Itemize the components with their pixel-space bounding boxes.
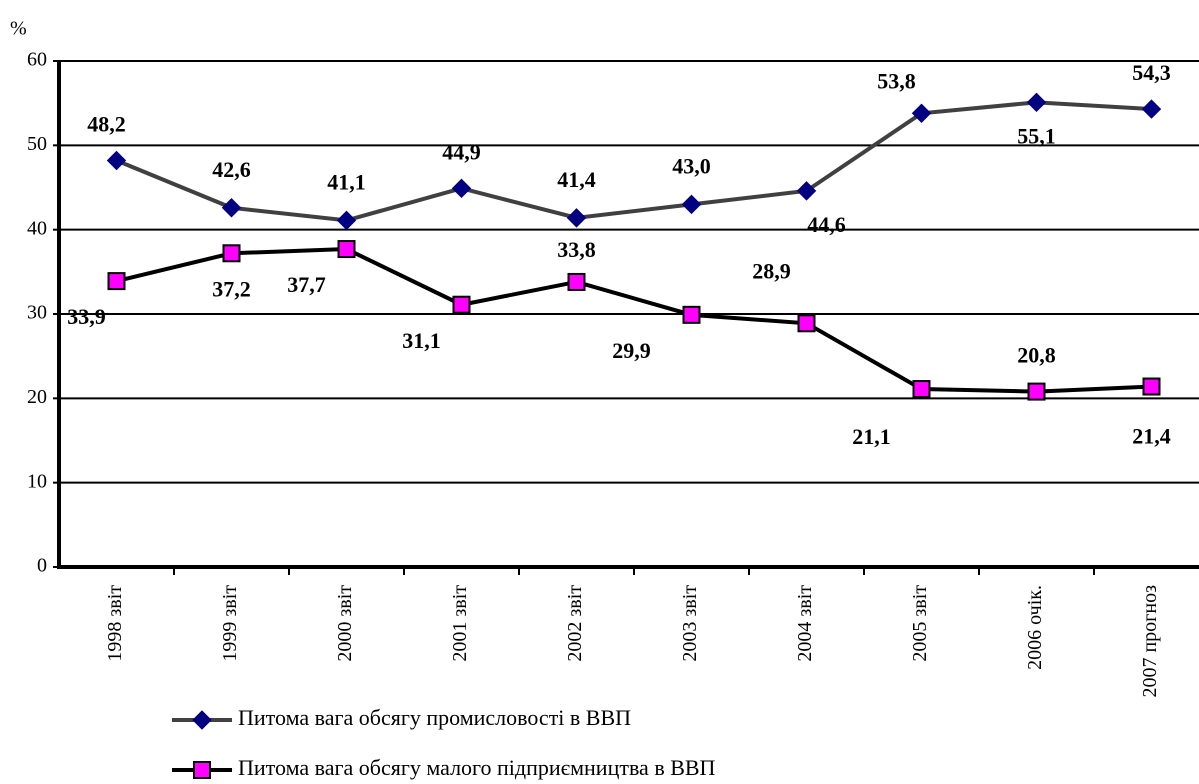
x-tick-label: 2004 звіт xyxy=(794,585,816,662)
y-axis-label: % xyxy=(10,18,27,40)
x-tick-label: 1999 звіт xyxy=(219,585,241,662)
y-tick-label: 50 xyxy=(27,133,47,155)
value-label: 41,1 xyxy=(327,169,366,194)
series-line xyxy=(116,247,1152,394)
marker xyxy=(1142,377,1161,396)
marker xyxy=(337,240,356,259)
value-label: 43,0 xyxy=(672,153,711,178)
y-tick-label: 40 xyxy=(27,217,47,239)
y-tick-label: 0 xyxy=(37,555,47,577)
marker xyxy=(912,380,931,399)
value-label: 37,7 xyxy=(287,272,326,297)
marker xyxy=(221,198,242,218)
marker xyxy=(911,103,932,123)
marker xyxy=(681,194,702,215)
value-label: 41,4 xyxy=(557,167,596,192)
x-tick-label: 1998 звіт xyxy=(104,585,126,662)
marker xyxy=(107,272,126,291)
marker xyxy=(567,272,586,291)
value-label: 21,1 xyxy=(852,424,891,449)
y-tick-label: 10 xyxy=(27,470,47,492)
value-label: 44,9 xyxy=(442,139,481,164)
marker xyxy=(1141,99,1162,119)
series-line xyxy=(115,100,1152,223)
marker xyxy=(796,181,817,201)
value-label: 53,8 xyxy=(877,68,916,93)
x-tick-label: 2007 прогноз xyxy=(1139,585,1161,698)
y-tick-label: 20 xyxy=(27,386,47,408)
value-label: 54,3 xyxy=(1132,60,1171,85)
value-label: 28,9 xyxy=(752,258,791,283)
value-label: 29,9 xyxy=(612,338,651,363)
y-tick-label: 30 xyxy=(27,302,47,324)
legend-marker xyxy=(192,710,212,730)
x-tick-label: 2003 звіт xyxy=(679,585,701,662)
value-label: 21,4 xyxy=(1132,424,1171,449)
x-tick-label: 2002 звіт xyxy=(564,585,586,662)
value-label: 42,6 xyxy=(212,157,251,182)
marker xyxy=(797,314,816,333)
marker xyxy=(1026,92,1047,113)
x-tick-label: 2000 звіт xyxy=(334,585,356,662)
value-label: 33,8 xyxy=(557,237,596,262)
marker xyxy=(106,150,127,171)
x-tick-label: 2006 очік. xyxy=(1024,585,1046,670)
marker xyxy=(336,210,357,231)
value-label: 48,2 xyxy=(87,112,126,137)
legend-label: Питома вага обсягу малого підприємництва… xyxy=(238,755,716,780)
value-label: 37,2 xyxy=(212,276,251,301)
marker xyxy=(1027,382,1046,401)
legend-label: Питома вага обсягу промисловості в ВВП xyxy=(238,705,631,730)
value-label: 31,1 xyxy=(402,328,441,353)
marker xyxy=(452,295,471,314)
marker xyxy=(222,244,241,263)
value-label: 44,6 xyxy=(807,212,846,237)
x-tick-label: 2005 звіт xyxy=(909,585,931,662)
y-tick-label: 60 xyxy=(27,49,47,71)
legend-marker xyxy=(193,761,211,779)
marker xyxy=(566,208,587,228)
marker xyxy=(682,305,701,324)
marker xyxy=(451,178,472,199)
value-label: 55,1 xyxy=(1017,123,1056,148)
x-tick-label: 2001 звіт xyxy=(449,585,471,662)
value-label: 33,9 xyxy=(67,304,106,329)
value-label: 20,8 xyxy=(1017,343,1056,368)
